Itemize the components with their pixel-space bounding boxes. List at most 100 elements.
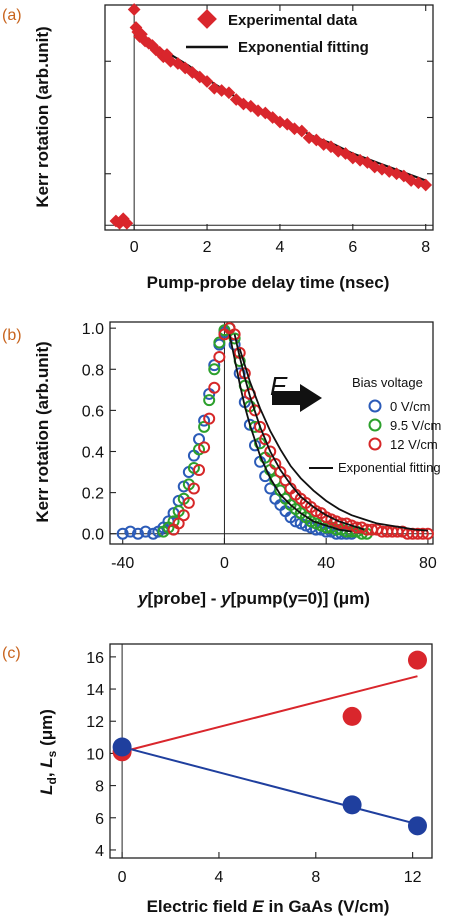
y-tick-label-3: 0.6	[82, 403, 104, 420]
data-point-series-1	[198, 420, 211, 433]
x-tick-label-12: 12	[404, 869, 422, 886]
panel-c-y-axis-title: Ld, Ls (μm)	[37, 709, 59, 795]
field-direction-arrow-icon	[272, 384, 322, 412]
data-point-series-1	[203, 394, 216, 407]
y-tick-label-5: 1.0	[82, 321, 104, 338]
y-tick-label-6: 6	[95, 811, 104, 828]
x-tick-label-0: 0	[118, 869, 127, 886]
panel-b-x-ticks: -40 0 40 80	[111, 538, 437, 572]
data-point-series-2	[416, 527, 429, 540]
panel-a-y-axis-title: Kerr rotation (arb.unit)	[33, 26, 52, 207]
legend-marker-0vcm	[368, 399, 382, 413]
x-tick-label-4: 4	[214, 869, 223, 886]
data-point-series-0	[124, 525, 137, 538]
y-tick-label-2: 0.4	[82, 445, 104, 462]
data-point-series-2	[177, 509, 190, 522]
panel-b-plot-area	[109, 321, 434, 545]
data-point-series-0	[116, 527, 129, 540]
panel-b: (b) 0.0 0.2 0.4 0.6 0.8 1.0 -40 0 40 80 E Bias v…	[2, 321, 441, 608]
panel-c-x-axis-title: Electric field E in GaAs (V/cm)	[147, 897, 390, 916]
data-point	[200, 75, 214, 88]
panel-b-y-axis-title: Kerr rotation (arb.unit)	[33, 341, 52, 522]
data-point-series-2	[187, 482, 200, 495]
y-tick-label-16: 16	[86, 650, 104, 667]
data-point-series-2	[421, 527, 434, 540]
exponential-fit-line-0	[228, 334, 352, 533]
panel-c-y-ticks: 4 6 8 10 12 14 16	[86, 650, 116, 860]
data-point-series-2	[193, 464, 206, 476]
data-point-series-0	[131, 527, 144, 540]
x-tick-label-8: 8	[311, 869, 320, 886]
panel-c-x-ticks: 0 4 8 12	[118, 852, 422, 886]
data-point-series-2	[198, 441, 211, 454]
data-point	[127, 3, 141, 16]
data-point-series-2	[213, 350, 226, 363]
data-point	[419, 178, 433, 192]
legend-experimental-data: Experimental data	[228, 12, 358, 29]
legend-0vcm: 0 V/cm	[390, 399, 430, 414]
panel-b-fit-lines	[228, 334, 428, 533]
panel-a-y-ticks	[105, 60, 433, 175]
legend-12vcm: 12 V/cm	[390, 437, 438, 452]
data-point-series-1	[208, 363, 221, 376]
y-tick-label-14: 14	[86, 682, 104, 699]
fit-line-series-0	[121, 675, 418, 753]
data-point	[295, 124, 309, 138]
panel-c-label: (c)	[2, 645, 21, 662]
data-point-series-0	[208, 359, 221, 372]
y-tick-label-8: 8	[95, 779, 104, 796]
y-tick-label-4: 0.8	[82, 362, 104, 379]
x-tick-label-0: 0	[220, 555, 229, 572]
y-tick-label-1: 0.2	[82, 486, 104, 503]
data-point-series-1	[112, 737, 132, 757]
legend-marker-12vcm	[368, 437, 382, 451]
panel-c-fit-lines	[121, 675, 418, 826]
data-point-series-2	[269, 457, 282, 470]
panel-a-x-axis-title: Pump-probe delay time (nsec)	[147, 273, 390, 292]
data-point-series-1	[213, 336, 226, 349]
x-tick-label-40: 40	[317, 555, 335, 572]
data-point-series-2	[259, 433, 272, 446]
panel-b-legend: Bias voltage 0 V/cm 9.5 V/cm 12 V/cm Exp…	[309, 375, 441, 475]
legend-9-5vcm: 9.5 V/cm	[390, 418, 441, 433]
y-tick-label-12: 12	[86, 714, 104, 731]
data-point-series-0	[407, 650, 427, 670]
data-point-series-0	[139, 525, 152, 538]
panel-a-zero-time-line	[105, 5, 433, 230]
legend-exponential-fitting-b: Exponential fitting	[338, 460, 441, 475]
panel-b-x-axis-title: y[probe] - y[pump(y=0)] (μm)	[137, 589, 370, 608]
legend-marker-9-5vcm	[368, 418, 382, 432]
y-tick-label-10: 10	[86, 746, 104, 763]
panel-a-legend: Experimental data Exponential fitting	[186, 9, 369, 56]
data-point-series-1	[342, 795, 362, 815]
data-point-series-2	[274, 466, 287, 479]
legend-exponential-fitting: Exponential fitting	[238, 39, 369, 56]
panel-b-data-points	[116, 322, 434, 540]
x-tick-label-8: 8	[421, 239, 430, 256]
data-point-series-2	[203, 412, 216, 425]
exponential-fit-line-2	[238, 348, 428, 532]
data-point-series-1	[407, 816, 427, 836]
data-point-series-2	[248, 404, 261, 417]
panel-a: (a) 0 2 4 6 8 Experimental data Exponential …	[2, 3, 434, 292]
data-point	[222, 86, 236, 100]
x-tick-label-80: 80	[419, 555, 437, 572]
data-point-series-2	[182, 496, 195, 509]
fit-line-series-1	[121, 746, 418, 826]
x-tick-label-2: 2	[203, 239, 212, 256]
x-tick-label-4: 4	[275, 239, 284, 256]
data-point-series-2	[172, 517, 185, 530]
panel-c-plot-area	[109, 643, 433, 859]
exponential-fit-line-1	[233, 334, 365, 531]
panel-a-data-points	[109, 3, 433, 230]
panel-a-label: (a)	[2, 7, 22, 24]
x-tick-label-6: 6	[348, 239, 357, 256]
panel-b-label: (b)	[2, 327, 22, 344]
y-tick-label-4: 4	[95, 843, 104, 860]
x-tick-label--40: -40	[111, 555, 134, 572]
y-tick-label-0: 0.0	[82, 527, 104, 544]
exponential-fit-line	[137, 37, 427, 182]
panel-a-fit-line	[137, 37, 427, 182]
data-point-series-2	[264, 445, 277, 458]
